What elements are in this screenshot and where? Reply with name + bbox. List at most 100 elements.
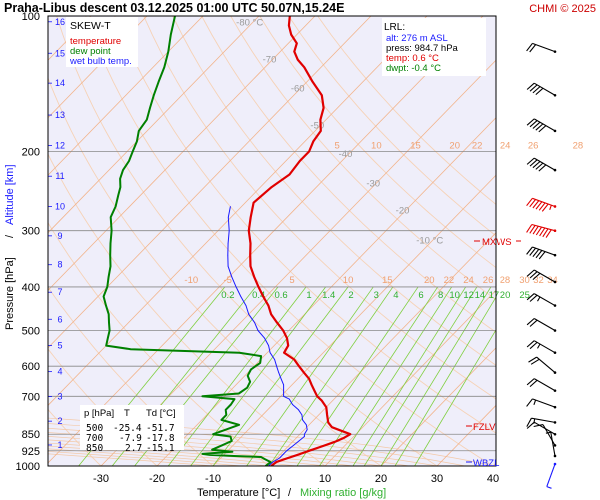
mixing-ratio-line [268,286,394,466]
dewpoint-profile-point [230,436,231,437]
wind-barb-flag [526,293,535,301]
wind-barb-flag [545,229,552,238]
adiabat-label-lower: -10 [184,275,198,286]
wetbulb-profile-point [304,433,305,435]
wind-barb-half [545,431,551,434]
mixing-ratio-label: 17 [489,290,500,301]
temperature-tick-label: 30 [431,473,443,485]
temperature-profile-point [308,450,310,452]
dewpoint-profile-point [264,458,265,460]
dewpoint-profile-point [250,369,252,370]
table-row-700-t: -7.9 [119,433,142,444]
wetbulb-profile-point [269,352,271,354]
adiabat-label-lower: 30 [519,275,530,286]
wind-barb [526,157,557,172]
wind-barb-station [553,280,557,284]
mixing-ratio-label: 12 [463,290,474,301]
temperature-profile-point [308,378,310,380]
wind-barb-flag [529,271,538,279]
wind-barb-flag [539,227,546,237]
wetbulb-profile-point [254,322,256,323]
table-row-700-p: 700 [86,433,103,444]
mixing-ratio-label: 25 [519,290,530,301]
wind-barb-half [549,204,552,210]
temperature-profile-point [287,457,289,459]
temperature-profile-point [268,305,269,306]
wetbulb-profile-point [298,409,299,411]
isotherm-label: -20 [396,206,410,217]
wetbulb-profile-point [227,216,229,218]
copyright: CHMI © 2025 [529,3,596,15]
dewpoint-profile-point [158,81,160,83]
wind-barb-flag [532,248,540,258]
temperature-profile-point [296,42,298,44]
dewpoint-profile-point [221,419,222,421]
dewpoint-profile-point [110,216,112,218]
mixing-ratio-line [335,286,453,466]
wetbulb-profile-point [227,242,229,244]
dewpoint-profile-point [209,454,211,456]
wind-barb-shaft [531,417,556,423]
adiabat-label-upper: 22 [472,140,483,151]
table-row-850-p: 850 [86,443,103,454]
wind-barb-flag [535,87,544,96]
wind-barb [526,246,557,260]
wind-barb-flag [538,251,546,260]
temperature-profile-point [289,174,290,175]
temperature-profile-point [298,365,300,367]
altitude-tick-label: 3 [57,392,62,402]
grid-labels: 0.2 0.4 0.6 1 1.4 2 3 4 6 8 10 12 14 17 20 251002003004… [16,11,584,485]
altitude-tick-label: 4 [57,367,62,377]
dewpoint-profile-point [238,352,240,354]
table-header-td: Td [°C] [146,408,176,419]
wind-barb [545,431,557,458]
temperature-profile-point [288,25,290,26]
adiabat-label-lower: 15 [382,275,393,286]
dewpoint-profile-point [153,94,155,96]
isotherm [48,16,148,119]
temperature-profile-point [349,433,351,435]
wind-barb-shaft [533,269,556,283]
temperature-profile-point [320,119,321,121]
wetbulb-profile-point [278,372,280,373]
wind-barb-flag [526,82,535,90]
dewpoint-profile-point [105,305,107,306]
mixing-ratio-line [296,286,419,466]
adiabat-label-upper: 5 [334,140,339,151]
wetbulb-profile-point [283,453,284,455]
temperature-profile-point [325,406,327,408]
markers: MXWS FZLV WBZL [466,237,521,469]
temperature-profile-point [290,34,292,35]
temperature-profile-point [320,130,322,132]
temperature-profile-point [343,437,345,439]
wind-barb-station [553,351,557,354]
temperature-profile-point [262,296,264,297]
dewpoint-profile-point [260,355,262,357]
dewpoint-profile-point [103,296,104,297]
dewpoint-profile-point [119,178,121,180]
dry-adiabat [317,16,496,205]
temperature-profile-point [326,414,328,416]
temperature-profile-point [303,66,305,68]
temperature-profile-point [316,395,318,397]
adiabat-label-upper: 20 [449,140,460,151]
dewpoint-profile-point [230,404,232,405]
isotherm-label: -50 [310,121,324,132]
wind-barb-station [553,405,557,409]
wetbulb-profile-point [288,398,290,400]
wind-barb-flag [535,162,544,170]
wind-barb [526,82,557,97]
wind-barb-flag [526,340,535,348]
dewpoint-profile-point [246,387,248,389]
dewpoint-profile-point [108,313,110,315]
wind-barb-shaft [533,157,556,171]
wind-barb-flag [526,378,535,386]
wetbulb-profile-point [235,286,237,288]
lrl-box: LRL: alt: 276 m ASL press: 984.7 hPa tem… [382,18,486,76]
wetbulb-profile-point [227,265,229,267]
legend-temperature: temperature [70,36,121,47]
temperature-profile-point [249,254,251,256]
temperature-profile-point [321,400,322,401]
dry-adiabat [230,16,496,301]
altitude-tick-label: 5 [57,341,62,351]
